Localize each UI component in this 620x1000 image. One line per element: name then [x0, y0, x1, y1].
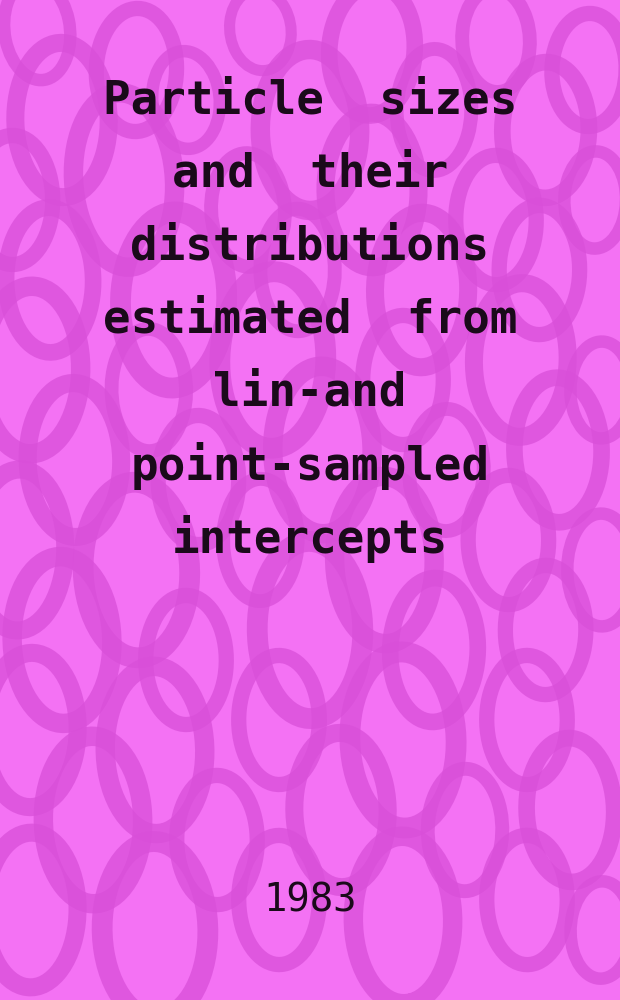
- Text: and  their: and their: [172, 151, 448, 196]
- Text: estimated  from: estimated from: [103, 298, 517, 342]
- Text: 1983: 1983: [264, 881, 356, 919]
- Text: lin-and: lin-and: [213, 370, 407, 416]
- Text: distributions: distributions: [130, 225, 490, 269]
- Text: Particle  sizes: Particle sizes: [103, 79, 517, 123]
- Text: intercepts: intercepts: [172, 515, 448, 563]
- Text: point-sampled: point-sampled: [130, 442, 490, 490]
